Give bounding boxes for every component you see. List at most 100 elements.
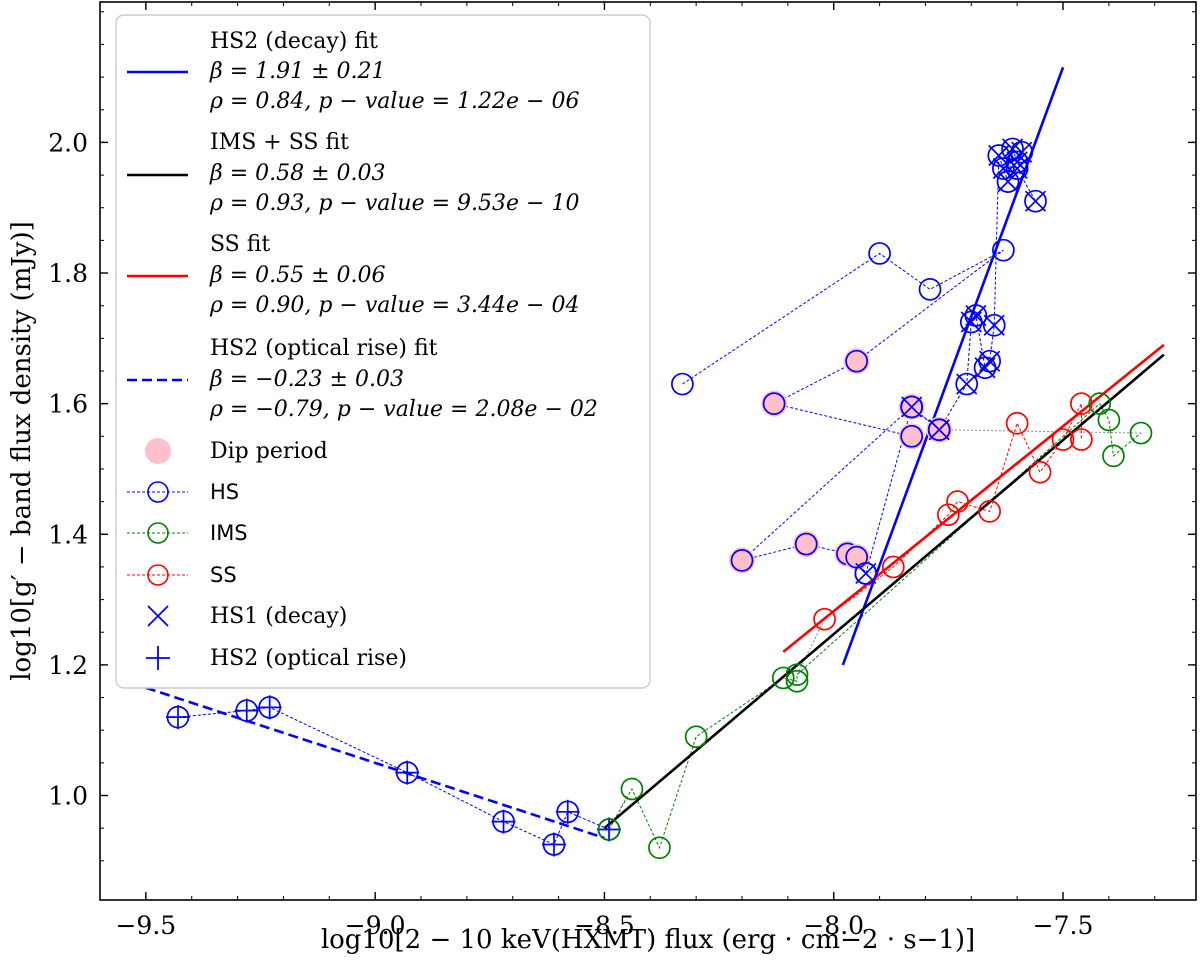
x-tick-label: −8.5	[574, 911, 635, 940]
legend-fit-ims-ss-stats: ρ = 0.93, p − value = 9.53e − 10	[209, 191, 579, 216]
data-point	[234, 698, 259, 723]
point-x-mark	[1024, 190, 1047, 212]
data-point	[620, 777, 644, 801]
point-circle	[730, 549, 754, 572]
point-circle	[982, 313, 1006, 337]
data-point	[982, 313, 1006, 337]
data-point	[648, 836, 671, 860]
point-circle	[881, 555, 905, 579]
legend-box	[115, 14, 651, 689]
point-x-mark	[965, 304, 987, 327]
point-circle	[1129, 421, 1153, 445]
point-circle	[597, 818, 621, 841]
point-circle	[854, 562, 878, 585]
dip-highlight	[843, 544, 870, 571]
x-tick-label: −8.0	[803, 911, 864, 940]
y-tick-label: 2.0	[48, 128, 88, 157]
legend-fit-hs2-decay-stats: ρ = 0.84, p − value = 1.22e − 06	[209, 89, 579, 114]
data-point	[1051, 428, 1075, 451]
legend-label-dip: Dip period	[210, 439, 328, 464]
legend-fit-hs2-rise-beta: β = −0.23 ± 0.03	[209, 367, 404, 392]
legend-fit-ims-ss-name: IMS + SS fit	[210, 130, 349, 155]
data-point	[868, 242, 891, 265]
point-circle	[785, 663, 809, 687]
data-point	[671, 372, 694, 396]
data-point	[918, 278, 942, 301]
data-point	[813, 607, 836, 631]
data-point	[1070, 428, 1093, 451]
point-x-mark	[979, 350, 1001, 372]
data-point	[843, 348, 870, 375]
data-point	[771, 666, 795, 690]
gray-connector	[939, 429, 1141, 434]
data-points	[165, 137, 1153, 860]
dip-highlight	[898, 423, 925, 450]
data-point	[395, 760, 420, 785]
point-circle	[762, 392, 786, 416]
point-x-mark	[928, 419, 950, 441]
dip-highlight	[793, 531, 820, 558]
legend-fit-ims-ss-beta: β = 0.58 ± 0.03	[209, 161, 386, 186]
point-circle	[937, 503, 960, 527]
data-point	[1024, 189, 1047, 213]
data-point	[1005, 157, 1029, 180]
data-point	[898, 423, 925, 450]
point-circle	[868, 242, 891, 265]
point-x-mark	[960, 311, 982, 333]
legend-label-ims: IMS	[210, 521, 248, 545]
point-x-mark	[974, 357, 996, 379]
legend-fit-ss-stats: ρ = 0.90, p − value = 3.44e − 04	[209, 293, 579, 318]
series-connector	[682, 249, 1004, 574]
point-circle	[1005, 150, 1029, 174]
gray-connector	[865, 566, 894, 574]
legend-fit-ss-beta: β = 0.55 ± 0.06	[209, 263, 386, 288]
data-point	[1028, 460, 1052, 484]
point-circle	[978, 349, 1001, 373]
data-point	[555, 799, 580, 824]
data-point	[946, 490, 969, 513]
fit-line	[782, 343, 1165, 653]
y-tick-label: 1.2	[48, 651, 88, 680]
data-point	[257, 695, 282, 720]
legend-fit-hs2-decay-name: HS2 (decay) fit	[210, 29, 378, 54]
x-tick-label: −9.0	[345, 911, 406, 940]
point-circle	[978, 500, 1001, 523]
point-circle	[620, 777, 644, 801]
y-tick-label: 1.0	[48, 782, 88, 811]
series-connector	[824, 403, 1082, 620]
point-circle	[1051, 428, 1075, 451]
data-point	[491, 809, 516, 834]
y-tick-label: 1.8	[48, 259, 88, 288]
y-tick-label: 1.4	[48, 520, 88, 549]
data-point	[729, 547, 756, 574]
legend-fit-hs2-rise-name: HS2 (optical rise) fit	[210, 336, 438, 361]
x-axis-title: log10[2 − 10 keV(HXMT) flux (erg · cm−2 …	[321, 925, 975, 955]
data-point	[964, 304, 988, 327]
legend-fit-hs2-decay-beta: β = 1.91 ± 0.21	[209, 59, 386, 84]
point-circle	[1097, 408, 1121, 432]
data-point	[955, 372, 979, 396]
point-x-mark	[855, 562, 877, 585]
point-circle	[1028, 460, 1052, 484]
point-circle	[648, 836, 671, 860]
legend-label-hs1: HS1 (decay)	[210, 604, 347, 629]
point-x-mark	[1006, 157, 1028, 180]
dip-highlight	[843, 348, 870, 375]
data-point	[978, 500, 1001, 523]
point-circle	[955, 372, 979, 396]
point-circle	[918, 278, 942, 301]
axis-ticks: −9.5 −9.0 −8.5 −8.0 −7.5 1.0 1.2 1.4 1.6 1.8 2.0	[48, 2, 1196, 940]
data-point	[761, 390, 788, 417]
data-point	[881, 555, 905, 579]
legend-label-ss: SS	[210, 563, 237, 587]
data-point	[785, 663, 809, 687]
data-point	[684, 725, 708, 749]
legend-label-hs: HS	[210, 480, 239, 504]
data-point	[1129, 421, 1153, 445]
point-x-mark	[956, 373, 978, 395]
legend-label-hs2: HS2 (optical rise)	[210, 646, 407, 671]
series-connector	[608, 402, 1142, 850]
data-point	[541, 832, 566, 857]
point-circle	[1070, 428, 1093, 451]
